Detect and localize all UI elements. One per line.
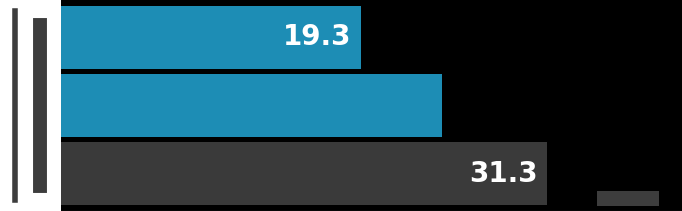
Bar (61, 6, 361, 69)
Bar (61, 74, 441, 137)
Bar (61, 142, 547, 205)
Text: 31.3: 31.3 (469, 160, 537, 188)
Text: 19.3: 19.3 (283, 23, 351, 51)
Bar (597, 191, 659, 206)
